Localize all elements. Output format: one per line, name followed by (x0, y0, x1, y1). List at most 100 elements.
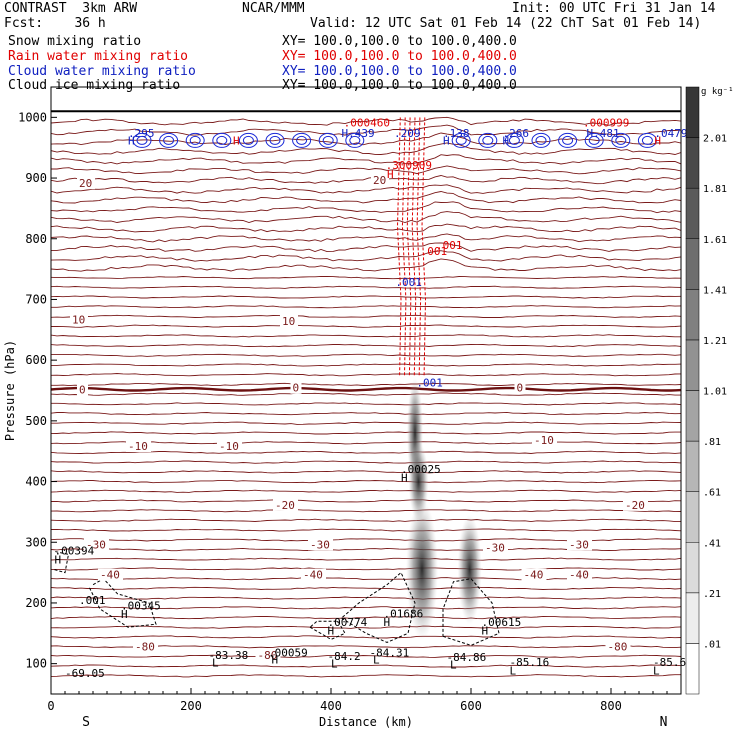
colorbar-unit: g kg⁻¹ (701, 87, 734, 97)
cloud-water-contour (185, 132, 205, 148)
temperature-label-bg (280, 314, 298, 327)
isotherm-line (51, 314, 681, 318)
isotherm-line (51, 674, 681, 678)
isotherm-line (51, 258, 681, 272)
temperature-label-bg (77, 383, 88, 396)
isotherm-line (51, 654, 681, 658)
colorbar-swatch (685, 542, 700, 594)
cloud-water-contour (132, 132, 152, 148)
extremum-label: H (503, 135, 510, 148)
colorbar-label: .01 (703, 639, 721, 650)
x-tick-label: 600 (460, 699, 482, 713)
cloud-water-contour (535, 135, 547, 145)
extremum-label: H (128, 135, 135, 148)
extremum-label: H (387, 168, 394, 181)
isotherm-line (51, 363, 681, 367)
y-tick-label: 800 (25, 232, 47, 246)
cloud-water-contour (482, 135, 494, 145)
extremum-label: H (55, 553, 62, 566)
colorbar-swatch (685, 390, 700, 442)
isotherm-line (51, 295, 681, 299)
cloud-ice-plume (457, 514, 482, 625)
extremum-label: .01686 (384, 608, 424, 621)
cloud-water-contour (212, 132, 232, 148)
extremum-label: .000460 (344, 116, 390, 129)
extremum-label: H.439 (342, 127, 375, 140)
isotherm-line (51, 305, 681, 309)
extremum-label: .001 (436, 239, 463, 252)
x-tick-label: 0 (47, 699, 54, 713)
temperature-label: -30 (569, 538, 589, 551)
temperature-label: 10 (282, 315, 295, 328)
temperature-label-bg (301, 568, 326, 581)
valid-time: Valid: 12 UTC Sat 01 Feb 14 (22 ChT Sat … (310, 16, 702, 31)
snow-contour (309, 620, 346, 640)
cloud-water-contour (159, 132, 179, 148)
cloud-water-contour (562, 135, 574, 145)
isotherm-line (51, 344, 681, 348)
temperature-label-bg (308, 538, 333, 551)
cloud-water-contour (242, 135, 254, 145)
x-axis-title: Distance (km) (319, 715, 413, 729)
temperature-label: 0 (517, 382, 524, 395)
init-time: Init: 00 UTC Fri 31 Jan 14 (512, 1, 716, 16)
cloud-water-contour (531, 132, 551, 148)
temperature-label: -80 (258, 649, 278, 662)
cloud-ice-plume (408, 441, 429, 522)
temperature-label: 10 (72, 314, 85, 327)
extremum-label: .000999 (583, 116, 629, 129)
isotherm-line (51, 470, 681, 474)
cloud-water-contour (163, 135, 175, 145)
temperature-label-bg (483, 541, 508, 554)
colorbar-swatch (685, 440, 700, 492)
south-label: S (82, 715, 90, 730)
extremum-label: -84.86 (447, 651, 487, 664)
isotherm-line (51, 509, 681, 513)
field-name-cloud-ice: Cloud ice mixing ratio (8, 78, 181, 93)
cloud-water-contour (318, 132, 338, 148)
isotherm-line (51, 165, 681, 175)
temperature-label: -30 (485, 541, 505, 554)
temperature-label-bg (521, 568, 547, 581)
extremum-label: .00615 (482, 616, 522, 629)
cloud-water-contour (455, 135, 467, 145)
x-tick-label: 200 (180, 699, 202, 713)
extremum-label: .00774 (328, 616, 368, 629)
cloud-water-contour (584, 132, 604, 148)
extremum-label: H (233, 135, 240, 148)
colorbar-swatch (685, 491, 700, 543)
isotherm-line (51, 450, 681, 454)
cloud-ice-plume (406, 499, 438, 640)
isotherm-line (51, 233, 681, 243)
isotherm-line (51, 518, 681, 523)
colorbar-swatch (685, 289, 700, 341)
isotherm-line (51, 211, 681, 223)
temperature-label-bg (605, 640, 631, 653)
temperature-label-bg (567, 538, 592, 551)
temperature-label-bg (217, 439, 242, 452)
cloud-water-contour (508, 135, 520, 145)
y-tick-label: 300 (25, 535, 47, 549)
organization: NCAR/MMM (242, 1, 305, 16)
snow-contour (54, 550, 70, 574)
isotherm-line (51, 201, 681, 214)
cloud-water-contour (345, 132, 365, 148)
extremum-label: -84.2 (328, 650, 361, 663)
temperature-label-bg (567, 568, 592, 581)
mixing-ratio-contours (54, 117, 657, 646)
colorbar-label: .21 (703, 589, 721, 600)
isotherm-line (51, 489, 681, 493)
isotherm-line (51, 635, 681, 639)
cloud-water-contour (265, 132, 285, 148)
isotherm-line (51, 499, 681, 503)
rain-contour (421, 117, 427, 376)
colorbar-label: 1.81 (703, 184, 727, 195)
isotherm-line (51, 175, 681, 185)
colorbar: .01 .21 .41 .61 .81 1.01 1.21 1.41 1.61 1.81 2.01 g… (685, 86, 734, 695)
isotherm-line (51, 402, 681, 406)
rain-contour (411, 117, 417, 376)
extremum-label: .001 (79, 594, 106, 607)
cloud-water-contour (349, 135, 361, 145)
extremum-label: L (510, 665, 517, 678)
